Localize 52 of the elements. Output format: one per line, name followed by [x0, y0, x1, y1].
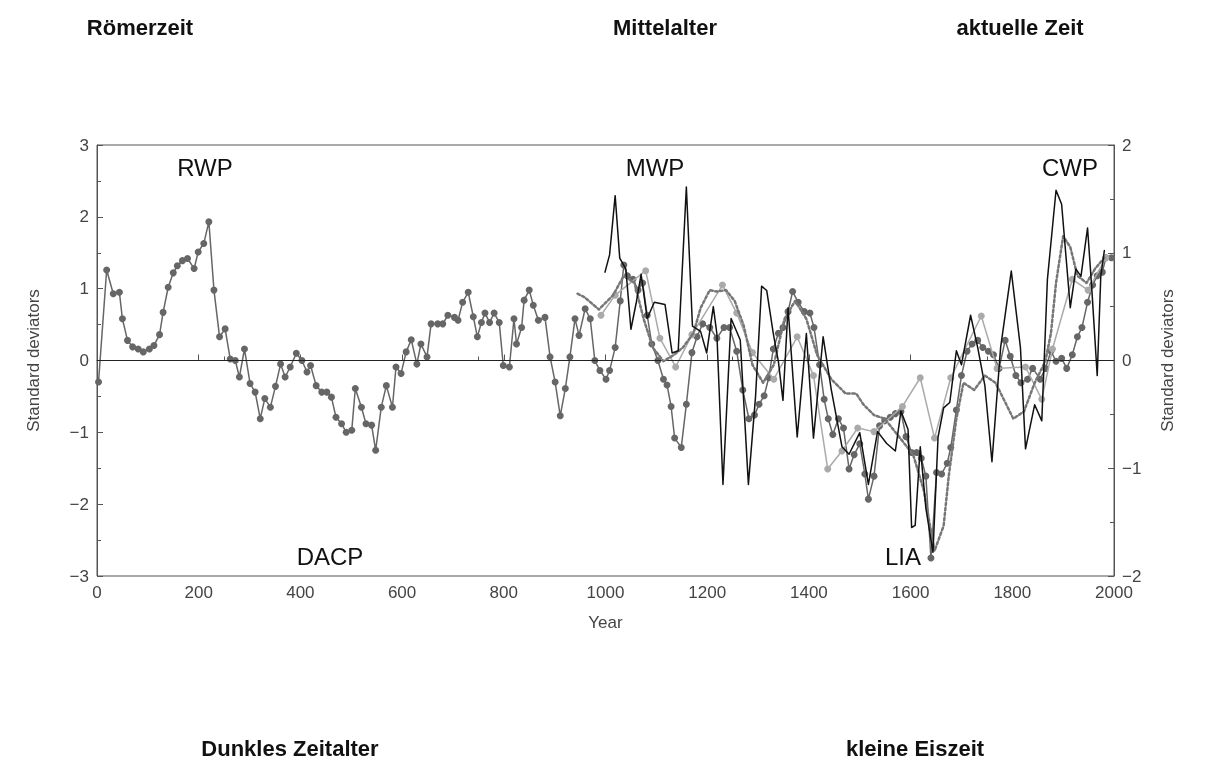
- point: [898, 402, 906, 410]
- annotation: DACP: [296, 542, 364, 570]
- x-tick-label: 0: [92, 583, 102, 602]
- point: [656, 334, 664, 342]
- text: Mittelalter: [613, 14, 718, 40]
- y2-tick-label: 0: [1122, 351, 1132, 370]
- point: [854, 424, 862, 432]
- point: [642, 267, 650, 275]
- x-tick-label: 600: [387, 583, 417, 602]
- y2-axis-title: Standard deviators: [1158, 289, 1177, 432]
- point: [870, 428, 878, 436]
- annotation: RWP: [177, 153, 233, 181]
- y-tick-label: −3: [69, 566, 89, 586]
- x-tick-label: 1400: [789, 583, 828, 602]
- y-tick-label: 1: [79, 279, 89, 299]
- text: Römerzeit: [86, 14, 194, 40]
- x-tick-label: 1800: [993, 583, 1032, 602]
- annotation: LIA: [884, 542, 922, 570]
- point: [793, 333, 801, 341]
- point: [824, 465, 832, 473]
- annotation: CWP: [1042, 153, 1098, 181]
- y-tick-label: 2: [79, 207, 89, 227]
- point: [597, 311, 605, 319]
- y-tick-label: −2: [69, 494, 89, 514]
- point: [809, 372, 817, 380]
- x-tick-label: 1600: [891, 583, 930, 602]
- x-tick-label: 2000: [1095, 583, 1133, 602]
- x-tick-label: 800: [489, 583, 518, 602]
- annotation: MWP: [625, 153, 685, 181]
- y-tick-label: −1: [69, 422, 89, 442]
- text: aktuelle Zeit: [956, 14, 1085, 40]
- point: [931, 434, 938, 442]
- y-tick-label: 3: [79, 135, 89, 155]
- text: Dunkles Zeitalter: [201, 735, 380, 761]
- point: [718, 281, 726, 289]
- point: [672, 363, 680, 371]
- point: [770, 375, 778, 383]
- y-tick-label: 0: [79, 351, 89, 370]
- x-tick-label: 200: [184, 583, 213, 602]
- x-tick-label: 400: [286, 583, 315, 602]
- y2-tick-label: 2: [1122, 135, 1132, 155]
- point: [916, 374, 924, 382]
- x-tick-label: 1200: [688, 583, 727, 602]
- y2-tick-label: 1: [1122, 243, 1132, 263]
- y-axis-title: Standard deviators: [24, 289, 43, 432]
- y2-tick-label: −1: [1122, 458, 1142, 478]
- x-axis-title: Year: [588, 613, 624, 632]
- text: kleine Eiszeit: [845, 735, 985, 761]
- y2-tick-label: −2: [1122, 566, 1142, 586]
- x-tick-label: 1000: [586, 583, 625, 602]
- point: [1022, 363, 1030, 371]
- point: [977, 312, 985, 320]
